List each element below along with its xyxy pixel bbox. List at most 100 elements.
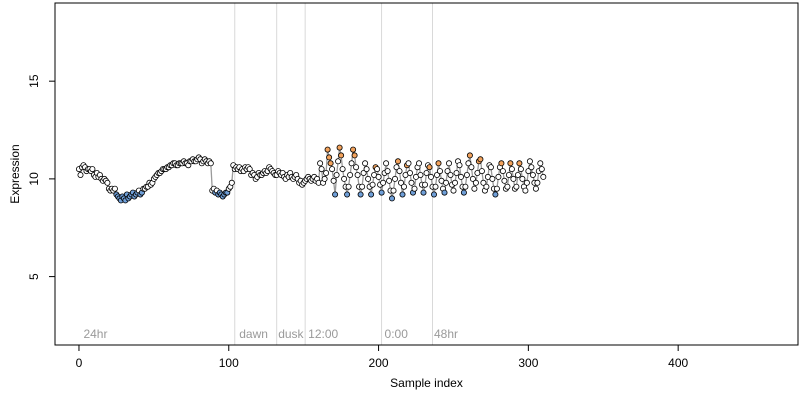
data-point <box>394 158 401 165</box>
data-point <box>510 175 517 182</box>
data-point <box>327 160 334 167</box>
region-label: 48hr <box>434 327 458 341</box>
data-point <box>384 168 391 175</box>
region-label: 12:00 <box>308 327 338 341</box>
region-label: 24hr <box>83 327 107 341</box>
data-point <box>362 160 369 167</box>
data-point <box>447 171 454 178</box>
data-point <box>471 185 478 192</box>
data-point <box>318 166 325 173</box>
data-points <box>76 144 547 204</box>
data-point <box>436 168 443 175</box>
data-point <box>465 160 472 167</box>
data-point <box>332 191 339 198</box>
data-point <box>350 146 357 153</box>
data-point <box>393 164 400 171</box>
data-point <box>478 168 485 175</box>
data-point <box>514 171 521 178</box>
data-point <box>462 183 469 190</box>
data-point <box>417 171 424 178</box>
region-dividers <box>234 3 433 345</box>
data-point <box>426 164 433 171</box>
data-point <box>538 166 545 173</box>
region-label: dusk <box>278 327 304 341</box>
data-point <box>472 179 479 186</box>
data-point <box>523 179 530 186</box>
data-point <box>460 189 467 196</box>
data-point <box>456 162 463 169</box>
data-point <box>317 160 324 167</box>
data-point <box>380 179 387 186</box>
data-point <box>321 175 328 182</box>
data-point <box>451 179 458 186</box>
data-point <box>513 183 520 190</box>
data-point <box>489 175 496 182</box>
data-point <box>453 169 460 176</box>
data-point <box>323 169 330 176</box>
data-point <box>408 179 415 186</box>
data-point <box>411 185 418 192</box>
data-point <box>432 183 439 190</box>
data-point <box>335 158 342 165</box>
data-point <box>507 160 514 167</box>
data-point <box>363 166 370 173</box>
data-point <box>390 187 397 194</box>
data-point <box>444 168 451 175</box>
data-point <box>345 183 352 190</box>
data-point <box>499 168 506 175</box>
x-axis: 0 100 200 300 400 <box>76 345 688 370</box>
data-point <box>339 166 346 173</box>
plot-frame <box>54 2 799 346</box>
data-point <box>492 191 499 198</box>
data-point <box>406 169 413 176</box>
y-axis-label: Expression <box>8 144 22 203</box>
data-point <box>348 160 355 167</box>
series-line <box>78 147 544 202</box>
data-point <box>450 187 457 194</box>
data-point <box>360 169 367 176</box>
data-point <box>353 164 360 171</box>
data-point <box>111 185 118 192</box>
data-point <box>333 171 340 178</box>
data-point <box>359 183 366 190</box>
data-point <box>483 183 490 190</box>
data-point <box>505 171 512 178</box>
region-label: dawn <box>239 327 268 341</box>
data-point <box>493 185 500 192</box>
data-point <box>516 160 523 167</box>
data-point <box>526 158 533 165</box>
y-tick-label: 5 <box>27 273 41 280</box>
data-point <box>435 160 442 167</box>
data-point <box>365 175 372 182</box>
data-point <box>341 175 348 182</box>
data-point <box>388 195 395 202</box>
data-point <box>330 177 337 184</box>
x-tick-label: 100 <box>219 356 239 370</box>
region-label: 0:00 <box>385 327 409 341</box>
data-point <box>89 166 96 173</box>
data-point <box>504 183 511 190</box>
data-point <box>480 179 487 186</box>
data-point <box>326 154 333 161</box>
data-point <box>421 181 428 188</box>
data-point <box>396 168 403 175</box>
data-point <box>495 173 502 180</box>
data-point <box>529 171 536 178</box>
data-point <box>517 166 524 173</box>
data-point <box>423 169 430 176</box>
data-point <box>463 171 470 178</box>
data-point <box>351 152 358 159</box>
data-point <box>368 191 375 198</box>
data-point <box>433 171 440 178</box>
data-point <box>207 160 214 167</box>
data-point <box>369 181 376 188</box>
series-line-group <box>78 147 544 202</box>
data-point <box>532 185 539 192</box>
data-point <box>508 166 515 173</box>
data-point <box>338 152 345 159</box>
data-point <box>420 189 427 196</box>
data-point <box>534 179 541 186</box>
data-point <box>400 183 407 190</box>
